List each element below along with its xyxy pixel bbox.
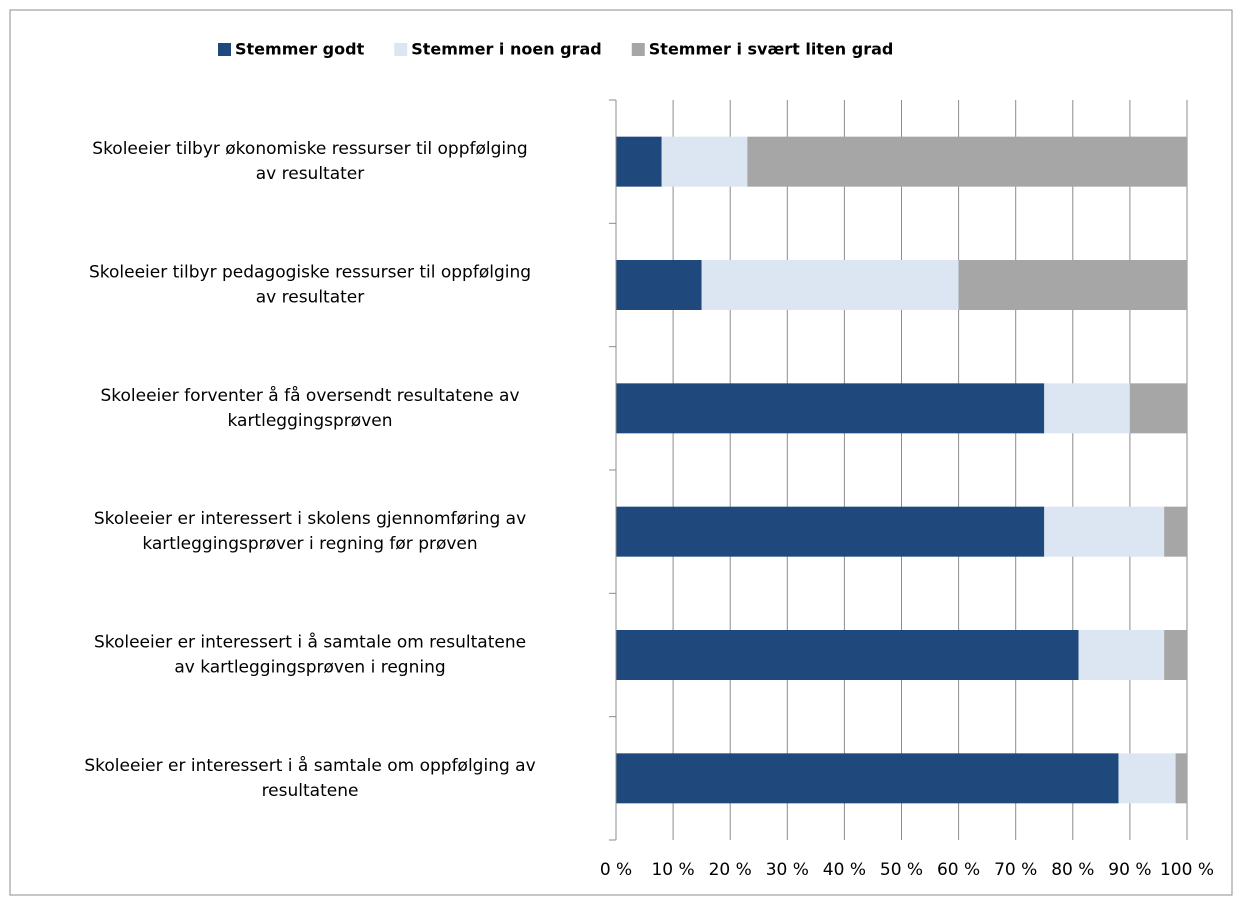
x-tick-label: 80 % xyxy=(1051,860,1094,880)
x-tick-label: 90 % xyxy=(1108,860,1151,880)
bar-segment xyxy=(616,630,1079,680)
bar-segment xyxy=(1175,753,1187,804)
x-tick-label: 70 % xyxy=(994,860,1037,880)
bar-segment xyxy=(1118,753,1176,804)
category-label: Skoleeier er interessert i å samtale om … xyxy=(84,755,535,776)
x-tick-label: 50 % xyxy=(880,860,923,880)
bar-segment xyxy=(747,136,1187,187)
bar-segment xyxy=(1129,383,1187,434)
bar-segment xyxy=(1164,506,1187,557)
legend-label: Stemmer godt xyxy=(235,40,365,59)
bar-segment xyxy=(616,260,702,310)
x-tick-label: 10 % xyxy=(651,860,694,880)
bar-segment xyxy=(701,260,959,310)
bar-segment xyxy=(1164,630,1187,680)
bar-segment xyxy=(1044,506,1165,557)
category-label: Skoleeier tilbyr pedagogiske ressurser t… xyxy=(89,263,531,283)
bar-segment xyxy=(958,260,1187,310)
category-label: kartleggingsprøven xyxy=(227,411,392,431)
x-tick-label: 60 % xyxy=(937,860,980,880)
x-tick-label: 30 % xyxy=(766,860,809,880)
legend-label: Stemmer i noen grad xyxy=(411,40,602,59)
category-label: Skoleeier forventer å få oversendt resul… xyxy=(100,385,519,406)
bar-segment xyxy=(1078,630,1165,680)
x-tick-label: 20 % xyxy=(709,860,752,880)
legend-swatch xyxy=(218,43,231,56)
bar-segment xyxy=(1044,383,1130,434)
category-label: Skoleeier er interessert i skolens gjenn… xyxy=(94,509,526,529)
category-label: kartleggingsprøver i regning før prøven xyxy=(142,534,477,554)
category-label: Skoleeier er interessert i å samtale om … xyxy=(94,632,526,653)
category-label: av kartleggingsprøven i regning xyxy=(174,658,445,678)
bar-segment xyxy=(661,136,748,187)
category-label: av resultater xyxy=(256,164,365,184)
bar-segment xyxy=(616,753,1119,804)
x-tick-label: 40 % xyxy=(823,860,866,880)
x-tick-label: 100 % xyxy=(1160,860,1214,880)
bar-segment xyxy=(616,506,1045,557)
bar-segment xyxy=(616,136,662,187)
x-tick-label: 0 % xyxy=(600,860,632,880)
category-label: av resultater xyxy=(256,288,365,308)
legend-label: Stemmer i svært liten grad xyxy=(649,40,894,59)
legend-swatch xyxy=(394,43,408,56)
legend-swatch xyxy=(631,43,645,56)
category-label: resultatene xyxy=(262,781,359,801)
category-label: Skoleeier tilbyr økonomiske ressurser ti… xyxy=(92,139,527,159)
bar-segment xyxy=(616,383,1045,434)
